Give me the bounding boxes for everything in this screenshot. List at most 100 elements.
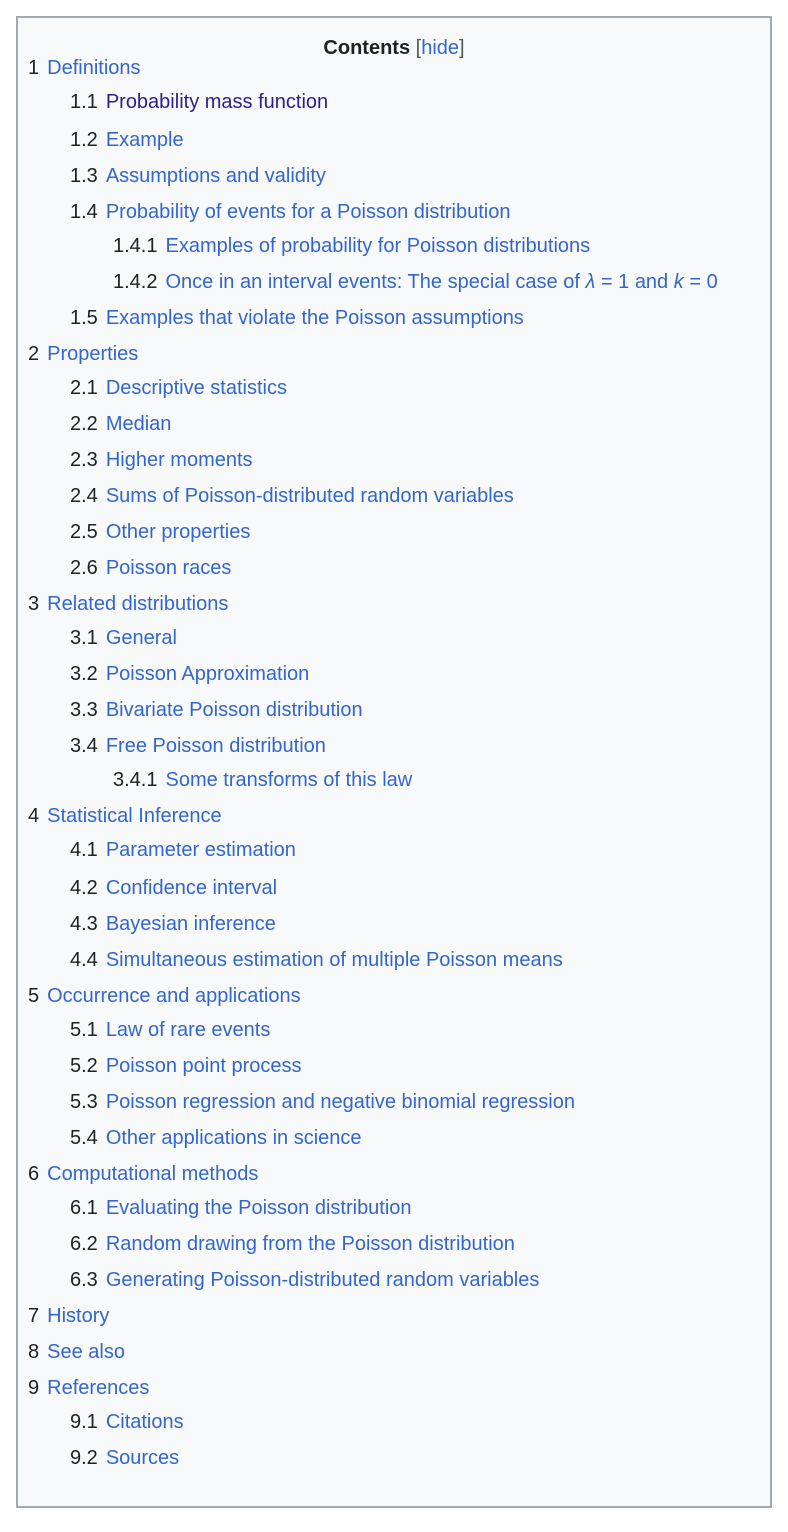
toc-entry-number: 1.4.1 [113, 235, 158, 257]
toc-entry[interactable]: 1 Definitions [28, 54, 141, 82]
toc-entry[interactable]: 1.4.2 Once in an interval events: The spe… [113, 268, 718, 296]
toc-entry[interactable]: 2.5 Other properties [70, 518, 250, 546]
toc-entry[interactable]: 1.4.1 Examples of probability for Poisson… [113, 232, 590, 260]
toc-entry-link[interactable]: History [47, 1305, 110, 1327]
toc-entry[interactable]: 4.1 Parameter estimation [70, 836, 296, 864]
toc-entry-link[interactable]: Once in an interval events: The special … [165, 271, 718, 293]
toc-entry[interactable]: 5.3 Poisson regression and negative binom… [70, 1088, 575, 1116]
toc-entry-link[interactable]: Examples of probability for Poisson dist… [165, 235, 591, 257]
toc-entry-link[interactable]: Parameter estimation [105, 839, 296, 861]
toc-entry[interactable]: 4.2 Confidence interval [70, 874, 277, 902]
toc-entry-number: 6 [28, 1163, 40, 1185]
toc-entry-link[interactable]: Higher moments [105, 449, 253, 471]
toc-entry-number: 1.3 [70, 165, 98, 187]
toc-entry[interactable]: 2 Properties [28, 340, 138, 368]
toc-entry-number: 6.3 [70, 1269, 98, 1291]
toc-entry[interactable]: 2.6 Poisson races [70, 554, 231, 582]
toc-entry[interactable]: 4.3 Bayesian inference [70, 910, 276, 938]
toc-entry-link[interactable]: Sums of Poisson-distributed random varia… [105, 485, 514, 507]
toc-entry[interactable]: 5 Occurrence and applications [28, 982, 301, 1010]
toc-entry-number: 4 [28, 805, 40, 827]
toc-entry-number: 2.3 [70, 449, 98, 471]
toc-entry-link[interactable]: Other properties [105, 521, 251, 543]
toc-entry-number: 2.2 [70, 413, 98, 435]
toc-entry[interactable]: 6 Computational methods [28, 1160, 258, 1188]
toc-entry[interactable]: 4.4 Simultaneous estimation of multiple P… [70, 946, 563, 974]
toc-entry-link[interactable]: Example [105, 129, 184, 151]
toc-entry[interactable]: 1.5 Examples that violate the Poisson ass… [70, 304, 524, 332]
toc-entry-link[interactable]: Law of rare events [105, 1019, 271, 1041]
toc-entry-link[interactable]: Properties [47, 343, 139, 365]
toc-entry[interactable]: 7 History [28, 1302, 109, 1330]
toc-entry-link[interactable]: Bivariate Poisson distribution [105, 699, 363, 721]
toc-heading: Contents [323, 37, 411, 59]
toc-title: Contents [hide] [18, 36, 770, 60]
toc-entry-link[interactable]: General [105, 627, 177, 649]
toc-entry-link[interactable]: References [47, 1377, 150, 1399]
toc-entry-link[interactable]: Some transforms of this law [165, 769, 413, 791]
toc-entry[interactable]: 3.4 Free Poisson distribution [70, 732, 326, 760]
toc-entry[interactable]: 3.1 General [70, 624, 177, 652]
toc-entry[interactable]: 5.4 Other applications in science [70, 1124, 362, 1152]
toc-entry-link[interactable]: Poisson point process [105, 1055, 302, 1077]
toc-entry-link[interactable]: Probability mass function [105, 91, 329, 113]
hide-toggle-link[interactable]: hide [421, 37, 460, 59]
toc-entry-number: 4.3 [70, 913, 98, 935]
toc-entry-link[interactable]: Confidence interval [105, 877, 278, 899]
toc-entry[interactable]: 6.2 Random drawing from the Poisson distr… [70, 1230, 515, 1258]
toc-entry-link[interactable]: Probability of events for a Poisson dist… [105, 201, 511, 223]
toc-entry[interactable]: 6.1 Evaluating the Poisson distribution [70, 1194, 412, 1222]
toc-entry[interactable]: 1.2 Example [70, 126, 184, 154]
toc-entry[interactable]: 1.4 Probability of events for a Poisson d… [70, 198, 510, 226]
toc-entry-link[interactable]: Descriptive statistics [105, 377, 287, 399]
toc-entry[interactable]: 1.3 Assumptions and validity [70, 162, 326, 190]
toc-entry[interactable]: 2.4 Sums of Poisson-distributed random va… [70, 482, 514, 510]
toc-entry[interactable]: 5.2 Poisson point process [70, 1052, 301, 1080]
toc-entry-link[interactable]: Assumptions and validity [105, 165, 326, 187]
table-of-contents: Contents [hide] 1 Definitions 1.1 Probabili… [16, 16, 772, 1508]
toc-entry[interactable]: 2.1 Descriptive statistics [70, 374, 287, 402]
toc-entry-link[interactable]: Poisson regression and negative binomial… [105, 1091, 575, 1113]
toc-entry[interactable]: 9.1 Citations [70, 1408, 184, 1436]
toc-entry[interactable]: 9 References [28, 1374, 149, 1402]
toc-entry-link[interactable]: Sources [105, 1447, 180, 1469]
toc-entry-link[interactable]: Definitions [47, 57, 141, 79]
toc-entry[interactable]: 4 Statistical Inference [28, 802, 222, 830]
toc-entry[interactable]: 3.3 Bivariate Poisson distribution [70, 696, 363, 724]
toc-entry-number: 1 [28, 57, 40, 79]
toc-entry-link[interactable]: Random drawing from the Poisson distribu… [105, 1233, 515, 1255]
toc-entry[interactable]: 3.4.1 Some transforms of this law [113, 766, 412, 794]
toc-entry-link[interactable]: Computational methods [47, 1163, 259, 1185]
toc-entry-number: 8 [28, 1341, 40, 1363]
toc-entry[interactable]: 3.2 Poisson Approximation [70, 660, 309, 688]
toc-entry[interactable]: 6.3 Generating Poisson-distributed random… [70, 1266, 539, 1294]
toc-entry-link[interactable]: Examples that violate the Poisson assump… [105, 307, 524, 329]
toc-entry[interactable]: 5.1 Law of rare events [70, 1016, 270, 1044]
toc-entry[interactable]: 3 Related distributions [28, 590, 228, 618]
toc-entry-number: 3.2 [70, 663, 98, 685]
toc-entry-link[interactable]: Free Poisson distribution [105, 735, 326, 757]
toc-entry[interactable]: 2.3 Higher moments [70, 446, 253, 474]
toc-entry-link[interactable]: Poisson races [105, 557, 232, 579]
toc-entry[interactable]: 2.2 Median [70, 410, 171, 438]
toc-entry-number: 7 [28, 1305, 40, 1327]
toc-entry[interactable]: 1.1 Probability mass function [70, 88, 328, 116]
toc-entry-link[interactable]: Poisson Approximation [105, 663, 310, 685]
toc-entry-number: 1.5 [70, 307, 98, 329]
toc-entry-number: 1.4.2 [113, 271, 158, 293]
toc-entry-link[interactable]: Simultaneous estimation of multiple Pois… [105, 949, 563, 971]
toc-entry-link[interactable]: Other applications in science [105, 1127, 362, 1149]
toc-entry-link[interactable]: Citations [105, 1411, 184, 1433]
toc-entry-link[interactable]: Median [105, 413, 172, 435]
toc-entry-link[interactable]: Statistical Inference [47, 805, 222, 827]
toc-entry-number: 6.2 [70, 1233, 98, 1255]
toc-entry-link[interactable]: Related distributions [47, 593, 229, 615]
toc-entry[interactable]: 8 See also [28, 1338, 125, 1366]
toc-entry-number: 9.1 [70, 1411, 98, 1433]
toc-entry-link[interactable]: Evaluating the Poisson distribution [105, 1197, 412, 1219]
toc-entry-link[interactable]: Generating Poisson-distributed random va… [105, 1269, 540, 1291]
toc-entry-link[interactable]: Occurrence and applications [47, 985, 301, 1007]
toc-entry-link[interactable]: See also [47, 1341, 125, 1363]
toc-entry[interactable]: 9.2 Sources [70, 1444, 179, 1472]
toc-entry-link[interactable]: Bayesian inference [105, 913, 276, 935]
